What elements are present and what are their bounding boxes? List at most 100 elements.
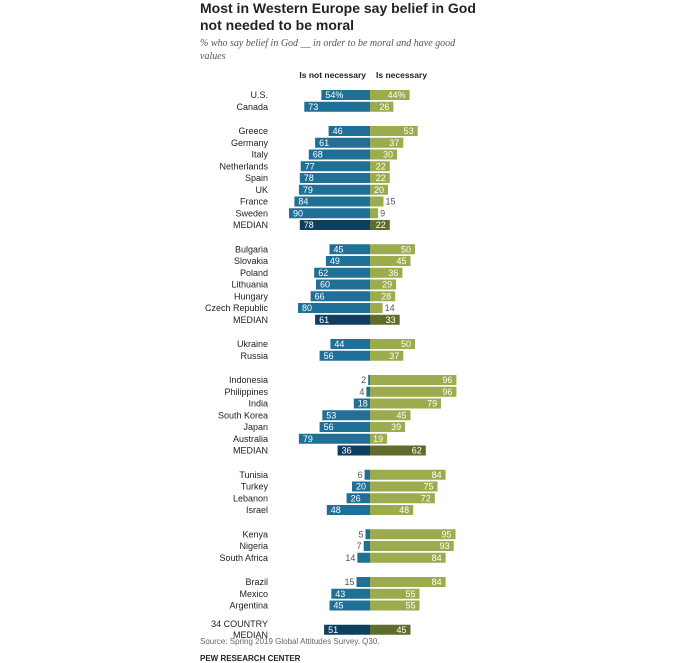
- value-label-not-necessary: 84: [298, 197, 308, 207]
- row-label: Indonesia: [229, 375, 268, 385]
- bar-not-necessary: [316, 279, 370, 290]
- value-label-necessary: 95: [441, 529, 451, 539]
- value-label-necessary: 20: [374, 185, 384, 195]
- bar-necessary: [370, 529, 456, 540]
- row-label: India: [248, 399, 268, 409]
- row-label: Tunisia: [239, 470, 268, 480]
- row-label: Sweden: [235, 208, 268, 218]
- bar-necessary: [370, 375, 457, 385]
- row-label: MEDIAN: [233, 446, 268, 456]
- value-label-necessary: 50: [401, 339, 411, 349]
- value-label-not-necessary: 2: [361, 375, 366, 385]
- bar-necessary: [370, 267, 403, 278]
- value-label-not-necessary: 45: [334, 601, 344, 611]
- value-label-not-necessary: 7: [357, 541, 362, 551]
- value-label-not-necessary: 43: [335, 589, 345, 599]
- value-label-necessary: 22: [376, 220, 386, 230]
- value-label-not-necessary: 90: [293, 208, 303, 218]
- row-label: Netherlands: [219, 161, 268, 171]
- bar-not-necessary: [289, 208, 370, 219]
- row-label: MEDIAN: [233, 220, 268, 230]
- value-label-necessary: 33: [386, 315, 396, 325]
- bar-necessary: [370, 541, 454, 551]
- value-label-necessary: 19: [373, 434, 383, 444]
- row-label: U.S.: [250, 90, 268, 100]
- row-label: Japan: [243, 422, 268, 432]
- bar-necessary: [370, 208, 379, 219]
- value-label-not-necessary: 6: [358, 470, 363, 480]
- bar-not-necessary: [298, 184, 370, 195]
- bar-not-necessary: [352, 481, 370, 492]
- value-label-necessary: 93: [440, 541, 450, 551]
- value-label-not-necessary: 73: [308, 102, 318, 112]
- value-label-not-necessary: 45: [334, 244, 344, 254]
- value-label-not-necessary: 44: [334, 339, 344, 349]
- bar-not-necessary: [353, 398, 370, 409]
- source-note: Source: Spring 2019 Global Attitudes Sur…: [200, 637, 380, 646]
- value-label-necessary: 36: [388, 268, 398, 278]
- row-label: Argentina: [229, 601, 268, 611]
- bar-necessary: [370, 398, 442, 409]
- value-label-necessary: 48: [399, 505, 409, 515]
- value-label-necessary: 84: [432, 553, 442, 563]
- value-label-not-necessary: 79: [303, 434, 313, 444]
- bar-not-necessary: [331, 588, 370, 599]
- bar-necessary: [370, 481, 438, 492]
- bar-not-necessary: [364, 469, 370, 480]
- bar-necessary: [370, 433, 388, 444]
- bar-necessary: [370, 101, 394, 112]
- value-label-necessary: 29: [382, 280, 392, 290]
- row-label: Poland: [240, 268, 268, 278]
- row-label: Spain: [245, 173, 268, 183]
- value-label-necessary: 28: [381, 291, 391, 301]
- value-label-necessary: 45: [396, 410, 406, 420]
- bar-not-necessary: [329, 600, 370, 611]
- value-label-necessary: 37: [389, 138, 399, 148]
- bar-not-necessary: [363, 541, 370, 551]
- row-label: Australia: [233, 434, 268, 444]
- row-label: Germany: [231, 138, 269, 148]
- bar-necessary: [370, 339, 415, 349]
- value-label-not-necessary: 53: [326, 410, 336, 420]
- value-label-not-necessary: 56: [324, 422, 334, 432]
- bar-not-necessary: [326, 505, 370, 515]
- row-label: Turkey: [241, 482, 269, 492]
- value-label-not-necessary: 56: [324, 351, 334, 361]
- bar-not-necessary: [314, 267, 370, 278]
- row-label: Mexico: [239, 589, 268, 599]
- bar-not-necessary: [315, 137, 370, 148]
- bar-not-necessary: [366, 386, 370, 397]
- value-label-not-necessary: 80: [302, 303, 312, 313]
- row-label: Kenya: [242, 529, 268, 539]
- bar-necessary: [370, 126, 418, 136]
- bar-necessary: [370, 410, 411, 421]
- value-label-not-necessary: 62: [318, 268, 328, 278]
- bar-not-necessary: [365, 529, 370, 540]
- bar-necessary: [370, 445, 426, 456]
- bar-not-necessary: [298, 303, 370, 313]
- bar-not-necessary: [310, 291, 370, 302]
- bar-necessary: [370, 314, 400, 325]
- value-label-not-necessary: 66: [315, 291, 325, 301]
- bar-not-necessary: [315, 314, 370, 325]
- bar-not-necessary: [329, 244, 370, 255]
- value-label-not-necessary: 61: [319, 315, 329, 325]
- value-label-not-necessary: 20: [356, 482, 366, 492]
- value-label-necessary: 50: [401, 244, 411, 254]
- value-label-necessary: 37: [389, 351, 399, 361]
- bar-not-necessary: [328, 126, 370, 136]
- bar-necessary: [370, 173, 390, 183]
- value-label-not-necessary: 48: [331, 505, 341, 515]
- value-label-not-necessary: 51: [328, 625, 338, 635]
- bar-necessary: [370, 505, 414, 515]
- bar-not-necessary: [299, 220, 370, 230]
- value-label-not-necessary: 60: [320, 280, 330, 290]
- value-label-not-necessary: 79: [303, 185, 313, 195]
- bar-necessary: [370, 90, 410, 100]
- bar-necessary: [370, 291, 396, 302]
- value-label-necessary: 30: [383, 150, 393, 160]
- bar-not-necessary: [325, 256, 370, 266]
- row-label: 34 COUNTRY: [211, 619, 268, 629]
- bar-not-necessary: [324, 624, 370, 635]
- value-label-not-necessary: 78: [304, 173, 314, 183]
